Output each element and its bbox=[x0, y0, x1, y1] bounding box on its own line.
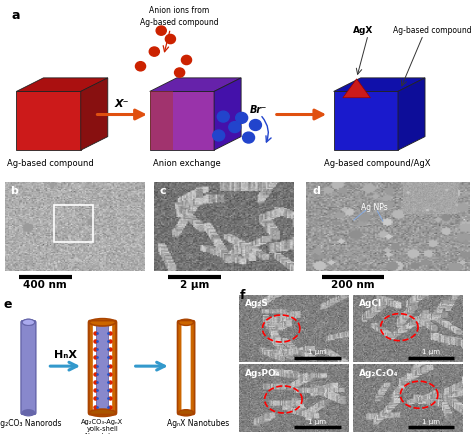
Text: b: b bbox=[10, 186, 18, 196]
Text: f: f bbox=[239, 288, 245, 301]
Ellipse shape bbox=[179, 410, 193, 416]
FancyBboxPatch shape bbox=[93, 323, 112, 412]
Text: 1 μm: 1 μm bbox=[309, 418, 327, 424]
Circle shape bbox=[156, 27, 166, 36]
Ellipse shape bbox=[22, 319, 35, 326]
Text: 400 nm: 400 nm bbox=[23, 279, 67, 289]
Polygon shape bbox=[343, 80, 370, 99]
Ellipse shape bbox=[22, 319, 35, 326]
Text: HₙX: HₙX bbox=[54, 349, 77, 359]
Circle shape bbox=[149, 48, 159, 57]
Text: AgₙX Nanotubes: AgₙX Nanotubes bbox=[167, 418, 229, 427]
Text: Ag₂S: Ag₂S bbox=[245, 299, 269, 307]
Polygon shape bbox=[334, 79, 425, 92]
Polygon shape bbox=[150, 79, 241, 92]
Text: Ag₂CO₃-AgₙX
yolk-shell
Nanotubes: Ag₂CO₃-AgₙX yolk-shell Nanotubes bbox=[82, 418, 124, 434]
Circle shape bbox=[243, 133, 255, 144]
FancyBboxPatch shape bbox=[182, 324, 191, 412]
Text: Ag₃PO₄: Ag₃PO₄ bbox=[245, 368, 281, 377]
Text: Anion ions from
Ag-based compound: Anion ions from Ag-based compound bbox=[140, 7, 219, 26]
Circle shape bbox=[236, 113, 247, 124]
Text: Anion exchange: Anion exchange bbox=[153, 158, 220, 168]
Text: Ag₂C₂O₄: Ag₂C₂O₄ bbox=[359, 368, 398, 377]
Text: Ag-based compound/AgX: Ag-based compound/AgX bbox=[324, 158, 430, 168]
Polygon shape bbox=[81, 79, 108, 151]
Ellipse shape bbox=[90, 409, 116, 417]
Circle shape bbox=[217, 112, 229, 123]
FancyBboxPatch shape bbox=[178, 321, 195, 414]
Polygon shape bbox=[334, 92, 398, 151]
Text: 200 nm: 200 nm bbox=[331, 279, 375, 289]
Circle shape bbox=[174, 69, 185, 78]
Text: Ag-based compound: Ag-based compound bbox=[8, 158, 94, 168]
Polygon shape bbox=[150, 92, 214, 151]
Circle shape bbox=[182, 56, 191, 66]
Circle shape bbox=[136, 62, 146, 72]
Text: 1 μm: 1 μm bbox=[309, 349, 327, 354]
Text: 1 μm: 1 μm bbox=[422, 349, 440, 354]
Text: Ag NPs: Ag NPs bbox=[361, 203, 388, 212]
Text: AgX: AgX bbox=[353, 26, 374, 35]
Text: d: d bbox=[312, 186, 320, 196]
FancyBboxPatch shape bbox=[21, 321, 36, 414]
Text: Ag-based compound: Ag-based compound bbox=[393, 26, 472, 35]
Text: Ag₂CO₃ Nanorods: Ag₂CO₃ Nanorods bbox=[0, 418, 62, 427]
Polygon shape bbox=[17, 79, 108, 92]
Text: e: e bbox=[4, 297, 12, 310]
Circle shape bbox=[165, 35, 175, 45]
Text: a: a bbox=[12, 10, 20, 22]
Polygon shape bbox=[17, 92, 81, 151]
Polygon shape bbox=[214, 79, 241, 151]
Circle shape bbox=[213, 131, 225, 141]
Text: AgCl: AgCl bbox=[359, 299, 382, 307]
FancyBboxPatch shape bbox=[89, 321, 117, 414]
Ellipse shape bbox=[90, 319, 116, 326]
Ellipse shape bbox=[22, 410, 35, 416]
FancyBboxPatch shape bbox=[97, 326, 109, 410]
Polygon shape bbox=[150, 92, 173, 151]
Circle shape bbox=[249, 120, 262, 131]
Text: c: c bbox=[160, 186, 166, 196]
Text: Br⁻: Br⁻ bbox=[250, 104, 267, 114]
Text: 2 μm: 2 μm bbox=[180, 279, 210, 289]
Ellipse shape bbox=[179, 319, 193, 326]
Polygon shape bbox=[398, 79, 425, 151]
Text: 1 μm: 1 μm bbox=[422, 418, 440, 424]
Bar bbox=[54, 205, 93, 243]
Text: X⁻: X⁻ bbox=[115, 99, 129, 109]
Circle shape bbox=[229, 122, 241, 133]
FancyBboxPatch shape bbox=[21, 321, 36, 414]
